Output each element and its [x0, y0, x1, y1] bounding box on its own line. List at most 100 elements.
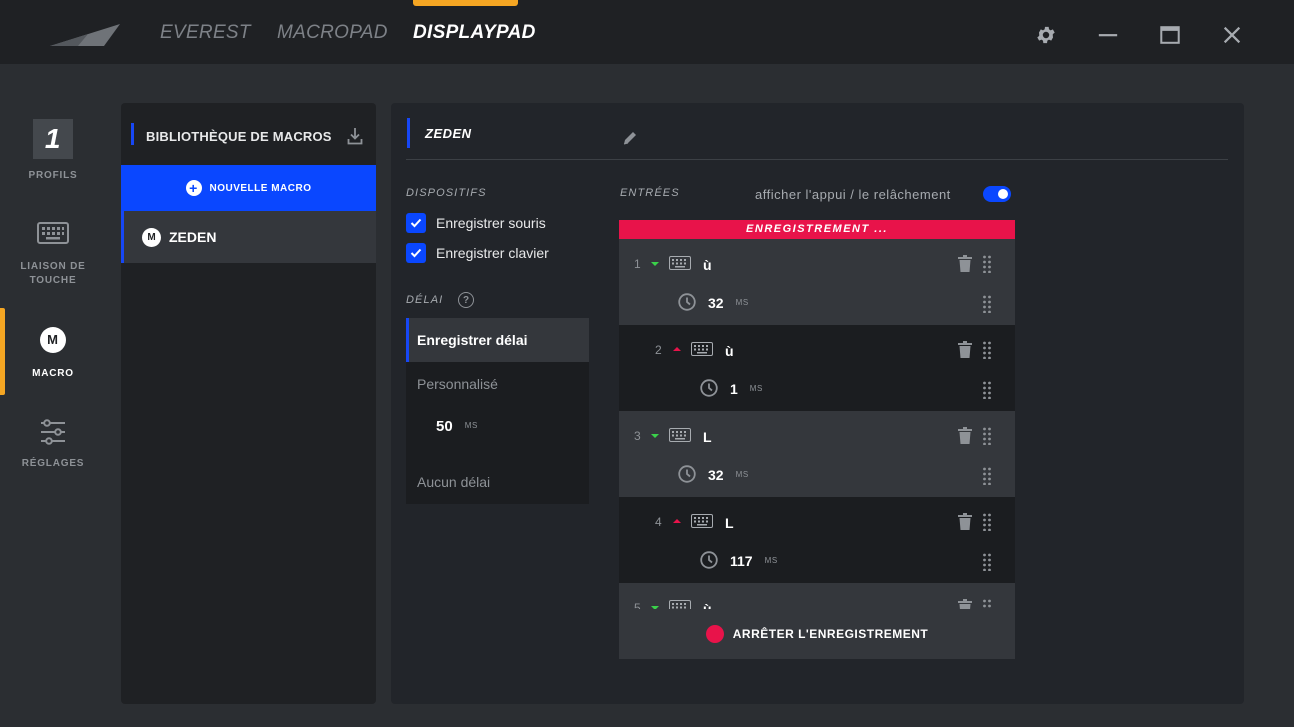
entry-delay-value: 32 [708, 295, 724, 311]
rail-label-settings: RÉGLAGES [21, 458, 85, 469]
record-keyboard-option[interactable]: Enregistrer clavier [406, 243, 549, 263]
entry-delay[interactable]: 117 MS [730, 553, 778, 569]
entry-delay-unit: MS [735, 298, 749, 307]
rail-active-indicator [0, 308, 5, 395]
new-macro-button[interactable]: + NOUVELLE MACRO [121, 165, 376, 211]
record-mouse-checkbox[interactable] [406, 213, 426, 233]
download-icon[interactable] [347, 127, 363, 145]
rail-label-keybind-1: LIAISON DE [20, 261, 86, 272]
drag-handle-icon[interactable] [983, 467, 991, 485]
macro-library-panel: BIBLIOTHÈQUE DE MACROS + NOUVELLE MACRO … [121, 103, 376, 704]
entry-key: ù [703, 257, 712, 273]
trash-icon[interactable] [958, 513, 972, 530]
trash-icon[interactable] [958, 341, 972, 358]
drag-handle-icon[interactable] [983, 341, 991, 359]
delay-option-record[interactable]: Enregistrer délai [406, 318, 589, 362]
entry-number: 2 [655, 343, 662, 357]
rail-item-macro[interactable]: M MACRO [0, 327, 106, 381]
entry-row[interactable]: 2 ù 1 MS [619, 325, 1015, 411]
clock-icon [678, 465, 696, 483]
clock-icon [700, 551, 718, 569]
tab-displaypad[interactable]: DISPLAYPAD [413, 22, 536, 43]
maximize-icon[interactable] [1159, 24, 1181, 46]
entry-delay[interactable]: 32 MS [708, 295, 749, 311]
rail-item-settings[interactable]: RÉGLAGES [0, 419, 106, 471]
minimize-icon[interactable] [1097, 24, 1119, 46]
entry-delay[interactable]: 32 MS [708, 467, 749, 483]
rail-item-profiles[interactable]: 1 PROFILS [0, 119, 106, 183]
rail-item-keybind[interactable]: LIAISON DE TOUCHE [0, 222, 106, 288]
drag-handle-icon[interactable] [983, 427, 991, 445]
macro-item-name: ZEDEN [169, 229, 217, 245]
record-mouse-label: Enregistrer souris [436, 215, 546, 231]
tab-everest[interactable]: EVEREST [160, 22, 251, 43]
entry-delay-unit: MS [764, 556, 778, 565]
entry-number: 3 [634, 429, 641, 443]
drag-handle-icon[interactable] [983, 553, 991, 571]
macro-editor-panel: ZEDEN DISPOSITIFS Enregistrer souris Enr… [391, 103, 1244, 704]
rail-label-profiles: PROFILS [28, 170, 78, 181]
delay-option-custom[interactable]: Personnalisé [417, 376, 498, 392]
drag-handle-icon[interactable] [983, 599, 991, 609]
plus-icon: + [185, 180, 202, 196]
press-release-toggle-label: afficher l'appui / le relâchement [755, 187, 951, 202]
toggle-knob [998, 189, 1008, 199]
rail-label-macro: MACRO [32, 368, 74, 379]
drag-handle-icon[interactable] [983, 513, 991, 531]
tab-macropad[interactable]: MACROPAD [277, 22, 388, 43]
custom-delay-unit: MS [464, 421, 478, 430]
title-bar: EVEREST MACROPAD DISPLAYPAD [0, 0, 1294, 64]
brand-logo [50, 24, 120, 46]
help-icon[interactable]: ? [458, 292, 474, 308]
custom-delay-value: 50 [436, 418, 453, 435]
pencil-edit-icon[interactable] [622, 130, 638, 146]
key-up-arrow-icon [673, 347, 681, 351]
active-tab-indicator [413, 0, 518, 6]
profile-number: 1 [33, 119, 73, 159]
record-keyboard-checkbox[interactable] [406, 243, 426, 263]
library-accent [131, 123, 134, 145]
rail-label-keybind-2: TOUCHE [29, 275, 77, 286]
trash-icon[interactable] [958, 255, 972, 272]
clock-icon [678, 293, 696, 311]
delay-heading: DÉLAI [406, 294, 444, 306]
entry-key: L [725, 515, 734, 531]
keyboard-icon [691, 342, 713, 356]
clock-icon [700, 379, 718, 397]
entry-delay-value: 1 [730, 381, 738, 397]
drag-handle-icon[interactable] [983, 255, 991, 273]
trash-icon[interactable] [958, 427, 972, 444]
record-mouse-option[interactable]: Enregistrer souris [406, 213, 546, 233]
record-dot-icon [705, 625, 724, 643]
key-down-arrow-icon [651, 262, 659, 266]
key-up-arrow-icon [673, 519, 681, 523]
entry-delay-unit: MS [735, 470, 749, 479]
entry-row[interactable]: 5 ù [619, 583, 1015, 609]
macro-icon: M [40, 327, 66, 353]
press-release-toggle[interactable] [983, 186, 1011, 202]
entry-key: ù [703, 601, 712, 609]
left-rail: 1 PROFILS LIAISON DE TOUCHE M MACRO RÉGL… [0, 64, 106, 727]
entry-delay[interactable]: 1 MS [730, 381, 763, 397]
entry-delay-unit: MS [749, 384, 763, 393]
delay-option-none[interactable]: Aucun délai [417, 474, 491, 490]
settings-gear-icon[interactable] [1035, 24, 1057, 46]
stop-recording-label: ARRÊTER L'ENREGISTREMENT [732, 627, 929, 641]
macro-list-item[interactable]: M ZEDEN [121, 211, 376, 263]
entry-row[interactable]: 4 L 117 MS [619, 497, 1015, 583]
trash-icon[interactable] [958, 599, 972, 609]
keyboard-icon [691, 514, 713, 528]
close-icon[interactable] [1221, 24, 1243, 46]
entry-row[interactable]: 3 L 32 MS [619, 411, 1015, 497]
stop-recording-button[interactable]: ARRÊTER L'ENREGISTREMENT [619, 609, 1015, 659]
entry-key: L [703, 429, 712, 445]
macro-item-icon: M [142, 227, 161, 247]
editor-divider [406, 159, 1228, 160]
drag-handle-icon[interactable] [983, 295, 991, 313]
editor-accent [407, 118, 410, 148]
entry-row[interactable]: 1 ù 32 MS [619, 239, 1015, 325]
custom-delay-field[interactable]: 50 MS [436, 418, 478, 435]
key-down-arrow-icon [651, 434, 659, 438]
key-down-arrow-icon [651, 606, 659, 609]
drag-handle-icon[interactable] [983, 381, 991, 399]
